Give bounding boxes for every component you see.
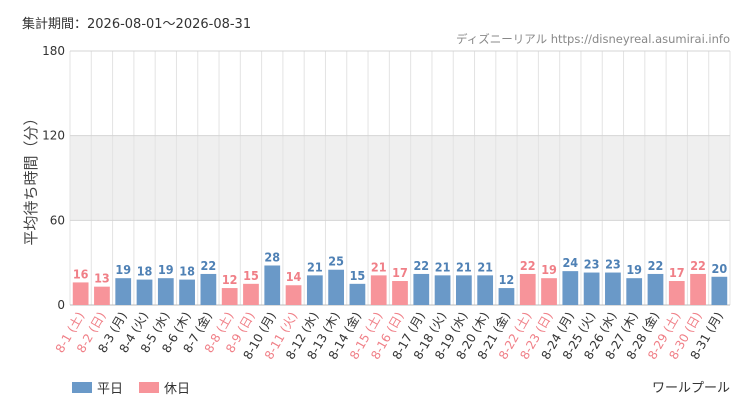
bar-value-label: 22 <box>413 258 429 273</box>
bar <box>605 272 621 305</box>
bar <box>94 286 110 305</box>
bar <box>370 275 387 305</box>
legend-swatch-holiday <box>139 382 160 393</box>
legend-item-weekday[interactable]: 平日 <box>72 378 123 397</box>
bar-value-label: 21 <box>477 259 493 274</box>
plot-band <box>70 135 730 221</box>
bar <box>647 273 664 305</box>
bar <box>413 273 430 305</box>
bar <box>434 275 451 305</box>
bar <box>711 276 728 305</box>
attraction-name: ワールプール <box>651 381 730 396</box>
bar-value-label: 17 <box>392 265 408 280</box>
bar-value-label: 28 <box>264 249 280 264</box>
bar <box>455 275 472 305</box>
bar-value-label: 15 <box>243 268 259 283</box>
bar-value-label: 18 <box>137 264 153 279</box>
bar-value-label: 16 <box>73 266 89 281</box>
bar <box>200 273 217 305</box>
bar <box>626 278 643 305</box>
bar-value-label: 25 <box>328 254 344 269</box>
y-tick-label: 180 <box>42 44 65 58</box>
y-tick-label: 120 <box>42 129 65 143</box>
bar-value-label: 12 <box>499 272 515 287</box>
bar <box>221 288 238 305</box>
bar <box>72 282 89 305</box>
bar <box>285 285 302 305</box>
bar-value-label: 17 <box>669 265 685 280</box>
bar <box>562 271 579 305</box>
bar-value-label: 13 <box>94 271 110 286</box>
bar-value-label: 23 <box>605 257 621 272</box>
bar <box>583 272 600 305</box>
bar-value-label: 19 <box>541 262 557 277</box>
bar <box>157 278 174 305</box>
bar-value-label: 23 <box>584 257 600 272</box>
bar-value-label: 14 <box>286 269 302 284</box>
legend-item-holiday[interactable]: 休日 <box>139 378 190 397</box>
period-label: 集計期間：2026-08-01～2026-08-31 <box>22 17 252 32</box>
legend-label-holiday: 休日 <box>164 382 191 397</box>
bar <box>115 278 132 305</box>
bar-value-label: 19 <box>626 262 642 277</box>
bar-value-label: 24 <box>562 255 578 270</box>
bar <box>264 265 281 305</box>
bar <box>179 279 195 305</box>
bar-value-label: 22 <box>520 258 536 273</box>
y-axis-label: 平均待ち時間（分） <box>22 110 40 245</box>
bar <box>328 269 345 305</box>
bar <box>243 283 259 305</box>
bar-value-label: 18 <box>179 264 195 279</box>
bar <box>392 281 408 305</box>
bar-value-label: 21 <box>456 259 472 274</box>
bar <box>498 288 515 305</box>
bar-value-label: 21 <box>435 259 451 274</box>
source-label: ディズニーリアル https://disneyreal.asumirai.inf… <box>456 32 730 46</box>
bar <box>306 275 323 305</box>
legend-label-weekday: 平日 <box>97 382 124 397</box>
y-tick-label: 0 <box>57 298 65 312</box>
y-tick-label: 60 <box>50 213 65 227</box>
bar-value-label: 22 <box>648 258 664 273</box>
bar-value-label: 15 <box>350 268 366 283</box>
bar <box>541 278 557 305</box>
bar <box>690 273 706 305</box>
bar-value-label: 19 <box>158 262 174 277</box>
bar <box>519 273 536 305</box>
bar <box>136 279 153 305</box>
bar <box>477 275 494 305</box>
bar-value-label: 21 <box>371 259 387 274</box>
bar-value-label: 22 <box>690 258 706 273</box>
legend: 平日 休日 <box>72 378 190 397</box>
legend-swatch-weekday <box>72 382 92 393</box>
bar-value-label: 22 <box>201 258 217 273</box>
bar-value-label: 12 <box>222 272 238 287</box>
bar <box>668 281 685 305</box>
bar-value-label: 20 <box>712 261 728 276</box>
bar-value-label: 21 <box>307 259 323 274</box>
bar <box>349 283 366 305</box>
bar-value-label: 19 <box>115 262 131 277</box>
